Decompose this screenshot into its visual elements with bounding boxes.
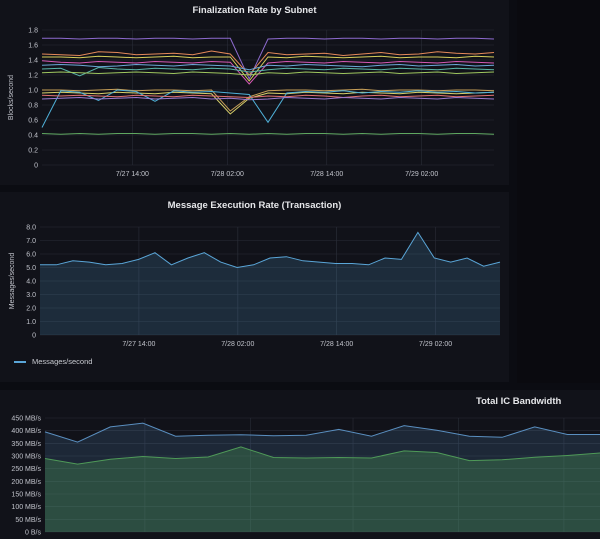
y-tick-label: 0 [34,163,38,170]
y-tick-label: 0 [32,333,36,340]
series-line [44,446,600,465]
series-line [41,96,495,101]
panel-title: Finalization Rate by Subnet [192,5,317,16]
y-tick-label: 1.6 [28,43,38,50]
y-tick-label: 1.0 [26,319,36,326]
series-line [41,63,495,71]
y-tick-label: 6.0 [26,252,36,259]
y-tick-label: 1.4 [28,58,38,65]
x-tick-label: 7/28 14:00 [320,341,353,348]
series-line [41,91,495,115]
legend-label: Messages/second [32,357,93,366]
y-tick-label: 5.0 [26,265,36,272]
message-execution-panel: Message Execution Rate (Transaction) 0 1.… [0,192,509,382]
y-tick-label: 300 MB/s [11,454,41,461]
y-tick-label: 7.0 [26,238,36,245]
y-tick-label: 3.0 [26,292,36,299]
bandwidth-panel: Total IC Bandwidth 0 B/s 50 MB/s 100 MB/s 1… [0,390,600,539]
y-tick-label: 1.8 [28,28,38,35]
y-tick-label: 1.0 [28,88,38,95]
x-tick-label: 7/28 14:00 [310,171,343,178]
x-tick-label: 7/29 02:00 [405,171,438,178]
legend-swatch [14,360,26,363]
x-tick-label: 7/28 02:00 [221,341,254,348]
y-tick-label: 100 MB/s [11,504,41,511]
series-line [41,71,495,76]
y-tick-label: 350 MB/s [11,441,41,448]
series-area [40,232,500,335]
series-area [45,423,600,532]
y-tick-label: 0.4 [28,133,38,140]
side-panel [517,0,600,383]
finalization-rate-chart: 0 0.2 0.4 0.6 0.8 1.0 1.2 1.4 1.6 1.8 7/27 14:00 7/… [8,28,495,178]
series-line [41,89,495,128]
series-line [42,55,495,82]
series-line [41,66,495,77]
x-tick-label: 7/27 14:00 [116,171,149,178]
series-line [44,422,600,443]
finalization-rate-panel: Finalization Rate by Subnet 0 0.2 0.4 0.6 0.… [0,0,509,185]
panel-title: Total IC Bandwidth [476,396,562,407]
y-tick-label: 0 B/s [25,530,41,537]
y-tick-label: 2.0 [26,306,36,313]
y-tick-label: 150 MB/s [11,492,41,499]
y-tick-label: 8.0 [26,225,36,232]
series-line [42,37,495,80]
y-tick-label: 50 MB/s [15,517,41,524]
x-tick-label: 7/28 02:00 [211,171,244,178]
series-area [45,446,600,532]
series-line [40,231,501,269]
y-tick-label: 0.6 [28,118,38,125]
bandwidth-chart: 0 B/s 50 MB/s 100 MB/s 150 MB/s 200 MB/s 250 … [11,416,600,537]
y-tick-label: 250 MB/s [11,466,41,473]
y-tick-label: 450 MB/s [11,416,41,423]
series-line [41,94,495,99]
series-line [41,50,495,76]
y-tick-label: 1.2 [28,73,38,80]
y-axis-label: Blocks/second [8,75,15,120]
y-tick-label: 0.8 [28,103,38,110]
x-tick-label: 7/27 14:00 [122,341,155,348]
y-tick-label: 4.0 [26,279,36,286]
panel-title: Message Execution Rate (Transaction) [167,200,342,211]
y-tick-label: 400 MB/s [11,428,41,435]
message-execution-chart: 0 1.0 2.0 3.0 4.0 5.0 6.0 7.0 8.0 7/27 14:00 7/28 … [9,225,501,348]
y-tick-label: 200 MB/s [11,479,41,486]
chart-legend[interactable]: Messages/second [14,357,92,366]
y-tick-label: 0.2 [28,148,38,155]
series-line [41,60,495,85]
x-tick-label: 7/29 02:00 [419,341,452,348]
series-line [41,132,495,135]
y-axis-label: Messages/second [9,253,16,310]
series-line [42,88,495,112]
